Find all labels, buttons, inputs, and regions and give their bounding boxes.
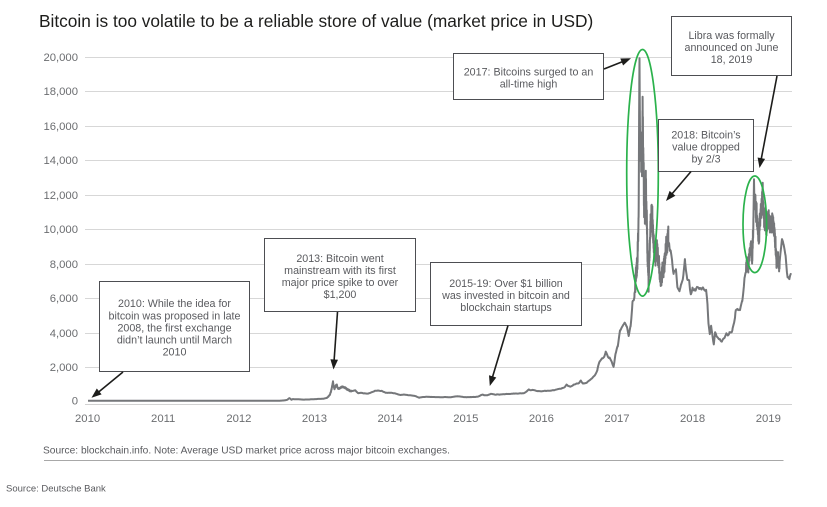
svg-text:2012: 2012 (226, 413, 251, 425)
svg-text:2018: 2018 (680, 413, 705, 425)
svg-text:2018: Bitcoin’s: 2018: Bitcoin’s (671, 129, 740, 141)
svg-text:Source: Deutsche Bank: Source: Deutsche Bank (6, 484, 106, 495)
svg-text:20,000: 20,000 (43, 52, 78, 64)
svg-text:$1,200: $1,200 (324, 289, 357, 301)
svg-text:2010: 2010 (163, 347, 187, 359)
svg-text:16,000: 16,000 (43, 121, 78, 133)
svg-text:2015: 2015 (453, 413, 478, 425)
svg-text:2013: 2013 (302, 413, 327, 425)
svg-text:Libra was formally: Libra was formally (688, 30, 775, 42)
svg-text:all-time high: all-time high (500, 79, 558, 91)
svg-text:8,000: 8,000 (50, 259, 78, 271)
svg-text:by 2/3: by 2/3 (691, 154, 720, 166)
svg-text:18, 2019: 18, 2019 (711, 54, 753, 66)
svg-text:2015-19: Over $1 billion: 2015-19: Over $1 billion (449, 278, 563, 290)
svg-text:2010: 2010 (75, 413, 100, 425)
svg-text:mainstream with its first: mainstream with its first (284, 265, 396, 277)
svg-text:didn’t launch until March: didn’t launch until March (117, 335, 232, 347)
svg-text:2010: While the idea for: 2010: While the idea for (118, 298, 231, 310)
svg-text:18,000: 18,000 (43, 86, 78, 98)
svg-text:announced on June: announced on June (685, 42, 779, 54)
svg-text:was invested in bitcoin and: was invested in bitcoin and (441, 290, 570, 302)
svg-text:2008, the first exchange: 2008, the first exchange (117, 322, 231, 334)
svg-text:value dropped: value dropped (672, 141, 740, 153)
svg-text:2011: 2011 (151, 413, 175, 425)
svg-text:major price spike to over: major price spike to over (282, 277, 399, 289)
svg-text:4,000: 4,000 (50, 328, 78, 340)
svg-text:blockchain startups: blockchain startups (460, 302, 552, 314)
svg-text:2017: 2017 (604, 413, 629, 425)
svg-text:2013: Bitcoin went: 2013: Bitcoin went (296, 253, 383, 265)
svg-text:10,000: 10,000 (43, 224, 78, 236)
svg-text:12,000: 12,000 (43, 190, 78, 202)
svg-text:0: 0 (72, 395, 78, 407)
svg-text:2014: 2014 (378, 413, 403, 425)
svg-text:6,000: 6,000 (50, 293, 78, 305)
svg-text:2,000: 2,000 (50, 362, 78, 374)
svg-text:bitcoin was proposed in late: bitcoin was proposed in late (109, 310, 241, 322)
svg-text:Bitcoin is too volatile to be: Bitcoin is too volatile to be a reliable… (39, 11, 593, 31)
svg-text:2017: Bitcoins surged to an: 2017: Bitcoins surged to an (464, 66, 594, 78)
svg-text:Source: blockchain.info. Note:: Source: blockchain.info. Note: Average U… (43, 446, 450, 457)
svg-text:2016: 2016 (529, 413, 554, 425)
svg-text:14,000: 14,000 (43, 155, 78, 167)
svg-text:2019: 2019 (756, 413, 781, 425)
